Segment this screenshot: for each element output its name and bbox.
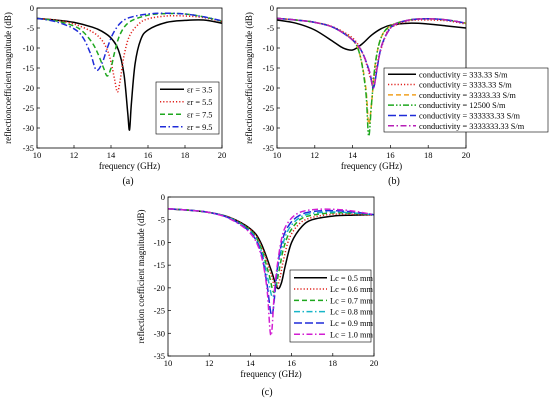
- legend: Lc = 0.5 mm Lc = 0.6 mm Lc = 0.7 mm Lc = 0.…: [289, 269, 373, 343]
- y-tick-label: -30: [23, 123, 34, 133]
- series-line-3: [37, 12, 222, 77]
- y-tick-label: -25: [154, 306, 165, 316]
- y-tick-label: -15: [263, 63, 274, 73]
- y-tick-label: -25: [23, 103, 34, 113]
- x-tick-label: 14: [246, 358, 255, 368]
- legend-label-3: Lc = 0.7 mm: [330, 296, 373, 305]
- x-tick-label: 18: [181, 150, 190, 160]
- x-tick-label: 18: [329, 358, 338, 368]
- x-tick-label: 16: [386, 150, 395, 160]
- x-tick-label: 20: [370, 358, 379, 368]
- series-group: [168, 208, 374, 337]
- panel-label: (a): [122, 176, 133, 187]
- legend-label-4: εr = 9.5: [187, 123, 212, 132]
- x-tick-label: 12: [205, 358, 214, 368]
- legend-label-3: conductivity = 33333.33 S/m: [419, 91, 516, 100]
- legend-label-5: Lc = 0.9 mm: [330, 319, 373, 328]
- y-tick-label: -35: [154, 351, 165, 361]
- legend-label-6: conductivity = 3333333.33 S/m: [419, 122, 525, 131]
- y-tick-label: -20: [263, 83, 274, 93]
- legend-label-1: εr = 3.5: [187, 85, 212, 94]
- y-tick-label: -35: [23, 143, 34, 153]
- series-line-1: [37, 17, 222, 131]
- legend-label-4: Lc = 0.8 mm: [330, 308, 373, 317]
- x-tick-label: 18: [424, 150, 433, 160]
- y-tick-label: -5: [158, 215, 165, 225]
- y-tick-label: -5: [27, 23, 34, 33]
- y-tick-label: -30: [263, 123, 274, 133]
- legend-box: [383, 67, 549, 133]
- x-tick-label: 12: [311, 150, 320, 160]
- legend-label-1: conductivity = 333.33 S/m: [419, 70, 508, 79]
- y-tick-label: -20: [23, 83, 34, 93]
- series-line-4: [37, 12, 222, 72]
- x-tick-label: 20: [462, 150, 471, 160]
- x-tick-label: 10: [273, 150, 282, 160]
- series-line-6: [168, 208, 374, 337]
- plot-frame: [36, 7, 223, 149]
- x-tick-label: 10: [164, 358, 173, 368]
- legend-label-2: εr = 5.5: [187, 98, 212, 107]
- legend-label-4: conductivity = 12500 S/m: [419, 101, 506, 110]
- x-axis-label: frequency (GHz): [240, 369, 301, 379]
- chart-panel-3: 10 12 14 16 18 20 0 -5 -10 -15 -20 -25 -30 -35 frequen…: [136, 192, 378, 398]
- legend-box: [155, 81, 220, 135]
- legend: conductivity = 333.33 S/m conductivity = …: [383, 67, 549, 133]
- series-line-1: [277, 19, 466, 51]
- x-axis-label: frequency (GHz): [99, 161, 160, 171]
- legend-label-3: εr = 7.5: [187, 110, 212, 119]
- x-tick-label: 12: [70, 150, 79, 160]
- x-tick-label: 14: [107, 150, 116, 160]
- y-tick-label: -35: [263, 143, 274, 153]
- y-axis-label: reflectioncoefficient magnitude (dB): [244, 12, 254, 144]
- plot-frame: [167, 196, 375, 357]
- y-tick-label: 0: [161, 192, 165, 202]
- x-tick-label: 16: [287, 358, 296, 368]
- y-tick-label: -10: [263, 43, 274, 53]
- legend-label-6: Lc = 1.0 mm: [330, 330, 373, 339]
- legend: εr = 3.5 εr = 5.5 εr = 7.5 εr = 9.5: [155, 81, 220, 135]
- x-tick-label: 14: [348, 150, 357, 160]
- legend-label-2: Lc = 0.6 mm: [330, 285, 373, 294]
- panel-label: (b): [388, 176, 400, 187]
- chart-panel-1: 10 12 14 16 18 20 0 -5 -10 -15 -20 -25 -30 -35 frequen…: [3, 3, 226, 187]
- series-line-2: [37, 14, 222, 93]
- x-tick-label: 16: [144, 150, 153, 160]
- y-tick-label: -20: [154, 283, 165, 293]
- series-group: [37, 12, 222, 131]
- y-tick-label: -30: [154, 328, 165, 338]
- legend-label-1: Lc = 0.5 mm: [330, 274, 373, 283]
- y-axis-label: reflectioncoefficient magnitude (dB): [3, 12, 13, 144]
- legend-label-5: conductivity = 333333.33 S/m: [419, 111, 521, 120]
- chart-panel-2: 10 12 14 16 18 20 0 -5 -10 -15 -20 -25 -30 -35 frequen…: [244, 3, 549, 187]
- legend-label-2: conductivity = 3333.33 S/m: [419, 81, 512, 90]
- legend-box: [289, 269, 372, 343]
- y-tick-label: -25: [263, 103, 274, 113]
- y-tick-label: 0: [270, 3, 274, 13]
- y-tick-label: -10: [154, 237, 165, 247]
- y-tick-label: -15: [23, 63, 34, 73]
- series-group: [277, 17, 466, 137]
- x-axis-label: frequency (GHz): [341, 161, 402, 171]
- y-tick-label: -15: [154, 260, 165, 270]
- x-tick-label: 20: [218, 150, 227, 160]
- y-axis-label: reflection coefficient magnitude (dB): [136, 209, 146, 343]
- y-tick-label: -5: [267, 23, 274, 33]
- y-tick-label: -10: [23, 43, 34, 53]
- series-line-6: [277, 17, 466, 89]
- x-tick-label: 10: [33, 150, 42, 160]
- y-tick-label: 0: [30, 3, 34, 13]
- panel-label: (c): [261, 387, 272, 398]
